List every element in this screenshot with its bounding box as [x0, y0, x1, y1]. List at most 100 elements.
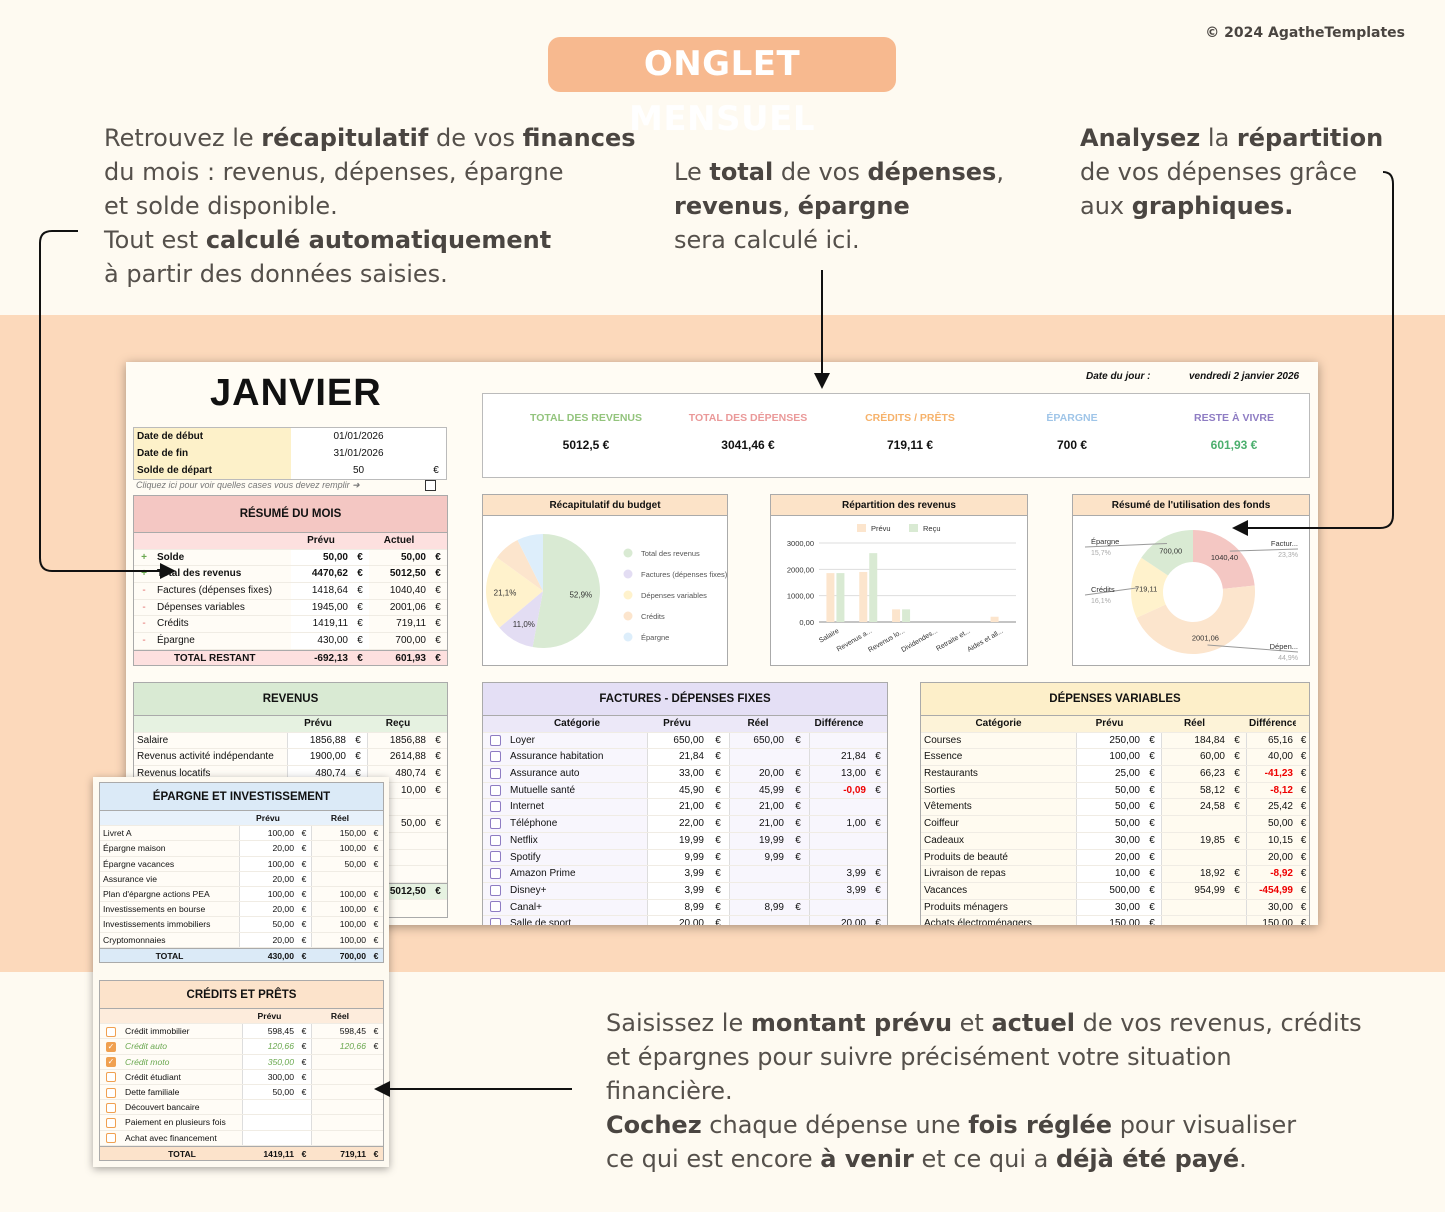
row-checkbox[interactable]: ✓: [100, 1039, 122, 1053]
reel-value[interactable]: [1161, 849, 1228, 866]
reel-value[interactable]: [311, 1054, 369, 1069]
prevu-value[interactable]: 100,00: [239, 886, 297, 902]
reel-value[interactable]: 100,00: [311, 932, 369, 947]
prevu-value[interactable]: 30,00: [1076, 899, 1143, 916]
prevu-value[interactable]: [242, 1130, 297, 1145]
reel-value[interactable]: [311, 1084, 369, 1100]
checkbox[interactable]: [106, 1026, 116, 1037]
prevu-value[interactable]: 20,00: [647, 916, 707, 925]
row-checkbox[interactable]: [483, 749, 507, 765]
reel-value[interactable]: [1161, 816, 1228, 832]
prevu-value[interactable]: 30,00: [1076, 832, 1143, 849]
reel-value[interactable]: 21,00: [729, 799, 787, 816]
reel-value[interactable]: 100,00: [311, 886, 369, 902]
reel-value[interactable]: [729, 749, 787, 766]
checkbox[interactable]: [489, 801, 501, 813]
reel-value[interactable]: 19,85: [1161, 832, 1228, 849]
reel-value[interactable]: 184,84: [1161, 732, 1228, 749]
prevu-value[interactable]: 650,00: [647, 732, 707, 749]
reel-value[interactable]: [1161, 916, 1228, 925]
prevu-value[interactable]: 20,00: [239, 871, 297, 886]
reel-value[interactable]: 650,00: [729, 732, 787, 749]
prevu-value[interactable]: 598,45: [242, 1024, 297, 1039]
prevu-value[interactable]: 1900,00: [287, 749, 349, 766]
prevu-value[interactable]: 50,00: [1076, 782, 1143, 799]
reel-value[interactable]: 8,99: [729, 899, 787, 916]
row-checkbox[interactable]: [483, 900, 507, 916]
prevu-value[interactable]: 22,00: [647, 816, 707, 832]
prevu-value[interactable]: 20,00: [239, 841, 297, 856]
reel-value[interactable]: 24,58: [1161, 799, 1228, 816]
prevu-value[interactable]: 20,00: [239, 902, 297, 917]
row-checkbox[interactable]: [100, 1085, 122, 1099]
checkbox[interactable]: [489, 784, 501, 796]
reel-value[interactable]: 954,99: [1161, 882, 1228, 899]
reel-value[interactable]: [311, 1100, 369, 1115]
reel-value[interactable]: 1856,88: [367, 732, 429, 749]
checkbox[interactable]: [489, 751, 501, 763]
reel-value[interactable]: [311, 1069, 369, 1084]
row-checkbox[interactable]: [100, 1100, 122, 1114]
row-checkbox[interactable]: [483, 766, 507, 782]
prevu-value[interactable]: 100,00: [239, 856, 297, 871]
prevu-value[interactable]: 50,00: [1076, 816, 1143, 832]
reel-value[interactable]: 100,00: [311, 917, 369, 932]
reel-value[interactable]: [311, 871, 369, 886]
reel-value[interactable]: 50,00: [311, 856, 369, 871]
checkbox[interactable]: [489, 817, 501, 829]
prevu-value[interactable]: 9,99: [647, 849, 707, 866]
reel-value[interactable]: 120,66: [311, 1039, 369, 1054]
prevu-value[interactable]: 250,00: [1076, 732, 1143, 749]
reel-value[interactable]: 45,99: [729, 782, 787, 799]
row-checkbox[interactable]: [483, 883, 507, 899]
prevu-value[interactable]: 350,00: [242, 1054, 297, 1069]
prevu-value[interactable]: 150,00: [1076, 916, 1143, 925]
prevu-value[interactable]: 100,00: [239, 826, 297, 841]
row-checkbox[interactable]: [100, 1024, 122, 1038]
reel-value[interactable]: 21,00: [729, 816, 787, 832]
prevu-value[interactable]: 1856,88: [287, 732, 349, 749]
checkbox[interactable]: [106, 1072, 116, 1083]
checkbox[interactable]: [489, 918, 501, 925]
row-checkbox[interactable]: [483, 733, 507, 749]
checkbox[interactable]: [106, 1133, 116, 1144]
reel-value[interactable]: 19,99: [729, 832, 787, 849]
prevu-value[interactable]: 19,99: [647, 832, 707, 849]
prevu-value[interactable]: [242, 1100, 297, 1115]
prevu-value[interactable]: 300,00: [242, 1069, 297, 1084]
checkbox[interactable]: [106, 1087, 116, 1098]
prevu-value[interactable]: 120,66: [242, 1039, 297, 1054]
row-checkbox[interactable]: [100, 1131, 122, 1145]
reel-value[interactable]: 58,12: [1161, 782, 1228, 799]
reel-value[interactable]: [729, 916, 787, 925]
reel-value[interactable]: 150,00: [311, 826, 369, 841]
prevu-value[interactable]: 3,99: [647, 882, 707, 899]
reel-value[interactable]: 2614,88: [367, 749, 429, 766]
prevu-value[interactable]: 50,00: [242, 1084, 297, 1100]
reel-value[interactable]: [1161, 899, 1228, 916]
date-value-field[interactable]: 31/01/2026: [291, 445, 426, 462]
reel-value[interactable]: 100,00: [311, 902, 369, 917]
reel-value[interactable]: 9,99: [729, 849, 787, 866]
reel-value[interactable]: 598,45: [311, 1024, 369, 1039]
prevu-value[interactable]: 50,00: [239, 917, 297, 932]
reel-value[interactable]: [729, 866, 787, 882]
prevu-value[interactable]: 20,00: [1076, 849, 1143, 866]
checkbox[interactable]: [489, 868, 501, 880]
prevu-value[interactable]: 8,99: [647, 899, 707, 916]
reel-value[interactable]: [311, 1130, 369, 1145]
checkbox[interactable]: [489, 851, 501, 863]
prevu-value[interactable]: 45,90: [647, 782, 707, 799]
reel-value[interactable]: 100,00: [311, 841, 369, 856]
prevu-value[interactable]: 500,00: [1076, 882, 1143, 899]
checkbox[interactable]: [106, 1118, 116, 1129]
checkbox[interactable]: [489, 884, 501, 896]
show-inputs-checkbox[interactable]: [425, 480, 436, 491]
reel-value[interactable]: 18,92: [1161, 866, 1228, 882]
reel-value[interactable]: 60,00: [1161, 749, 1228, 766]
reel-value[interactable]: [311, 1115, 369, 1130]
prevu-value[interactable]: 33,00: [647, 766, 707, 782]
prevu-value[interactable]: 3,99: [647, 866, 707, 882]
row-checkbox[interactable]: [483, 916, 507, 925]
row-checkbox[interactable]: [483, 799, 507, 815]
